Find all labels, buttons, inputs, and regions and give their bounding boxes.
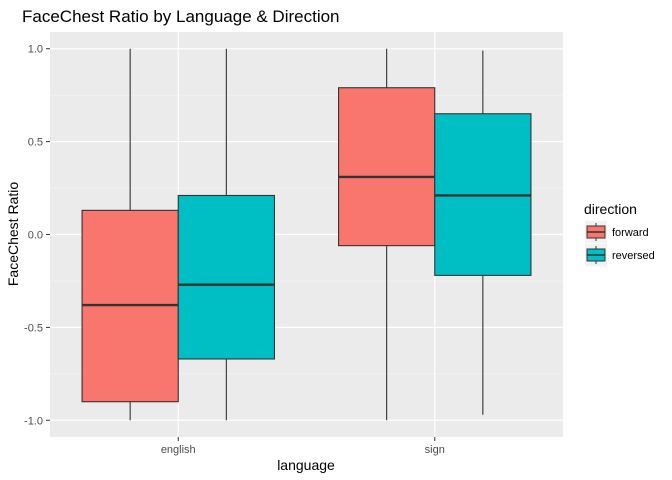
legend: direction forward reversed (584, 201, 655, 266)
box-reversed-english (177, 48, 275, 421)
x-axis-ticks: english sign (161, 437, 445, 456)
legend-item-forward: forward (585, 221, 649, 243)
legend-label: reversed (612, 250, 655, 262)
box-forward-english (81, 48, 179, 421)
y-tick-label: 0.0 (28, 230, 43, 242)
y-tick-label: 1.0 (28, 44, 43, 56)
y-axis-title: FaceChest Ratio (5, 182, 21, 286)
x-axis-title: language (277, 457, 335, 473)
y-axis-ticks: 1.0 0.5 0.0 -0.5 -1.0 (24, 44, 50, 427)
boxes (81, 48, 532, 421)
box-iqr (177, 194, 275, 360)
legend-label: forward (612, 227, 649, 239)
legend-title: direction (584, 201, 637, 217)
box-forward-sign (338, 48, 436, 421)
legend-item-reversed: reversed (585, 244, 655, 266)
y-tick-label: 0.5 (28, 137, 43, 149)
y-tick-label: -0.5 (24, 322, 43, 334)
box-iqr (338, 87, 436, 247)
x-tick-label: english (161, 444, 196, 456)
box-reversed-sign (434, 50, 532, 415)
y-tick-label: -1.0 (24, 415, 43, 427)
x-tick-label: sign (425, 444, 445, 456)
chart-title: FaceChest Ratio by Language & Direction (22, 7, 340, 26)
